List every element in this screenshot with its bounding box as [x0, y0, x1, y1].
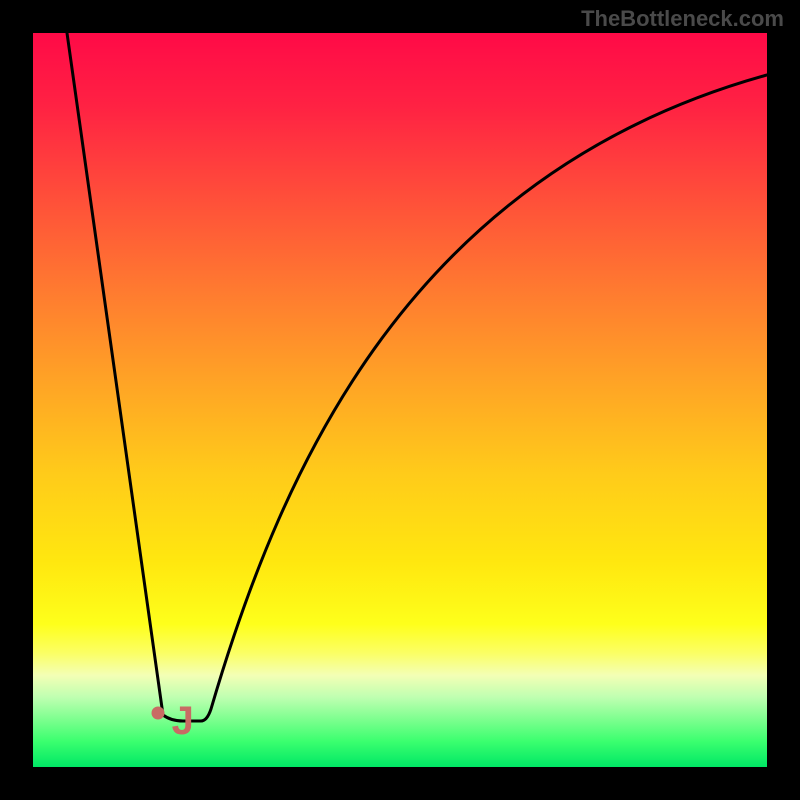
plot-area: J — [33, 33, 767, 767]
watermark-text: TheBottleneck.com — [581, 6, 784, 32]
marker-j-glyph: J — [172, 701, 194, 741]
chart-container: TheBottleneck.com J — [0, 0, 800, 800]
marker-dot-icon — [151, 706, 164, 719]
bottleneck-curve — [33, 33, 767, 767]
